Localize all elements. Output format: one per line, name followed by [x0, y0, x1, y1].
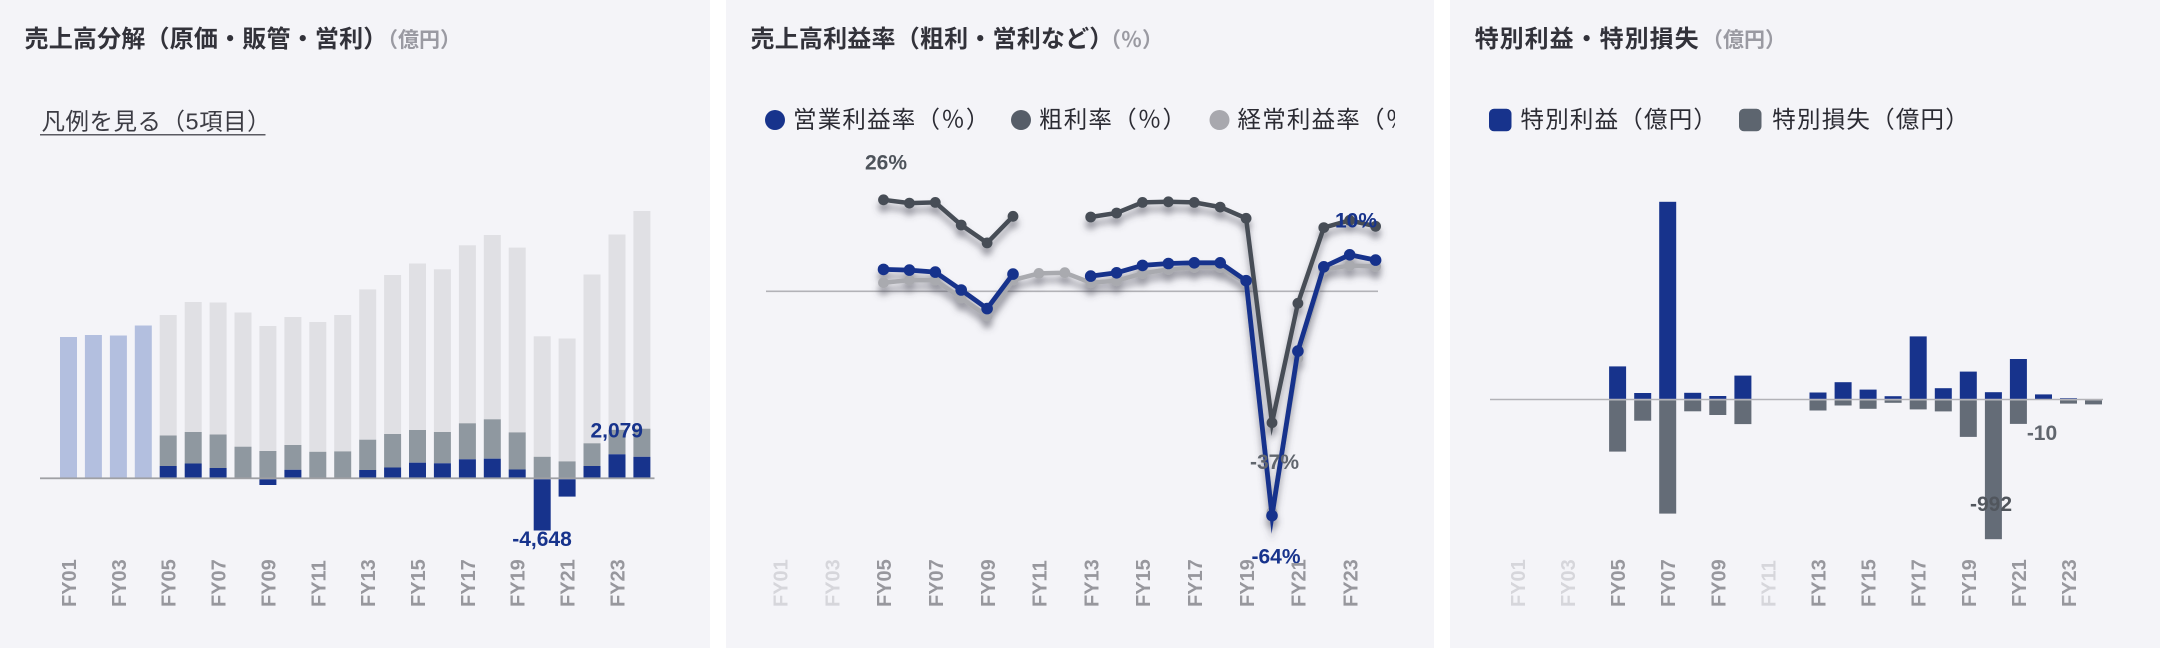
svg-text:FY07: FY07 — [209, 559, 231, 607]
svg-text:FY15: FY15 — [1133, 559, 1155, 607]
svg-text:FY23: FY23 — [2059, 559, 2081, 607]
svg-text:凡例を見る（5項目）: 凡例を見る（5項目） — [42, 109, 272, 135]
svg-text:粗利率（％）: 粗利率（％） — [1039, 107, 1187, 133]
svg-text:FY23: FY23 — [1340, 559, 1362, 607]
svg-text:FY05: FY05 — [159, 559, 181, 607]
svg-text:10%: 10% — [1335, 210, 1377, 233]
svg-text:FY09: FY09 — [258, 559, 280, 607]
svg-text:FY13: FY13 — [1081, 559, 1103, 607]
svg-text:FY09: FY09 — [1708, 559, 1730, 607]
svg-text:特別利益（億円）: 特別利益（億円） — [1521, 107, 1719, 133]
svg-text:FY11: FY11 — [308, 560, 330, 607]
svg-text:FY09: FY09 — [978, 559, 1000, 607]
svg-text:営業利益率（％）: 営業利益率（％） — [793, 107, 991, 133]
svg-text:FY15: FY15 — [1859, 559, 1881, 607]
svg-text:FY21: FY21 — [558, 559, 580, 607]
svg-text:FY01: FY01 — [771, 559, 793, 607]
svg-text:FY05: FY05 — [874, 559, 896, 607]
svg-text:FY03: FY03 — [109, 559, 131, 607]
svg-text:（％）: （％） — [1100, 29, 1163, 52]
svg-text:FY19: FY19 — [1237, 559, 1259, 607]
svg-text:FY17: FY17 — [458, 559, 480, 607]
svg-text:-64%: -64% — [1251, 546, 1300, 569]
svg-text:FY19: FY19 — [508, 559, 530, 607]
svg-text:FY21: FY21 — [1289, 559, 1311, 607]
svg-text:-4,648: -4,648 — [512, 528, 572, 551]
svg-text:経常利益率（％）: 経常利益率（％） — [1238, 107, 1435, 133]
svg-text:FY03: FY03 — [1558, 559, 1580, 607]
svg-text:FY17: FY17 — [1185, 559, 1207, 607]
svg-text:売上高分解（原価・販管・営利）: 売上高分解（原価・販管・営利） — [25, 26, 388, 53]
svg-text:26%: 26% — [865, 152, 907, 175]
svg-text:FY17: FY17 — [1909, 559, 1931, 607]
svg-text:FY01: FY01 — [59, 559, 81, 607]
svg-text:FY23: FY23 — [608, 559, 630, 607]
svg-text:売上高利益率（粗利・営利など）: 売上高利益率（粗利・営利など） — [751, 26, 1114, 53]
svg-text:特別利益・特別損失: 特別利益・特別損失 — [1475, 26, 1700, 53]
svg-text:FY07: FY07 — [1658, 559, 1680, 607]
svg-text:FY21: FY21 — [2009, 559, 2031, 607]
svg-text:-37%: -37% — [1250, 451, 1299, 474]
svg-text:FY15: FY15 — [408, 559, 430, 607]
svg-text:FY13: FY13 — [1809, 559, 1831, 607]
svg-text:2,079: 2,079 — [590, 420, 643, 443]
svg-text:FY07: FY07 — [926, 559, 948, 607]
svg-text:FY19: FY19 — [1959, 559, 1981, 607]
svg-text:-10: -10 — [2027, 422, 2057, 445]
svg-text:FY11: FY11 — [1758, 560, 1780, 607]
svg-text:特別損失（億円）: 特別損失（億円） — [1772, 107, 1970, 133]
svg-text:FY13: FY13 — [358, 559, 380, 607]
svg-text:FY03: FY03 — [822, 559, 844, 607]
svg-text:FY11: FY11 — [1030, 560, 1052, 607]
svg-text:FY05: FY05 — [1608, 559, 1630, 607]
svg-text:-992: -992 — [1970, 493, 2012, 516]
svg-text:（億円）: （億円） — [377, 29, 461, 52]
svg-text:FY01: FY01 — [1508, 559, 1530, 607]
svg-text:（億円）: （億円） — [1702, 29, 1786, 52]
